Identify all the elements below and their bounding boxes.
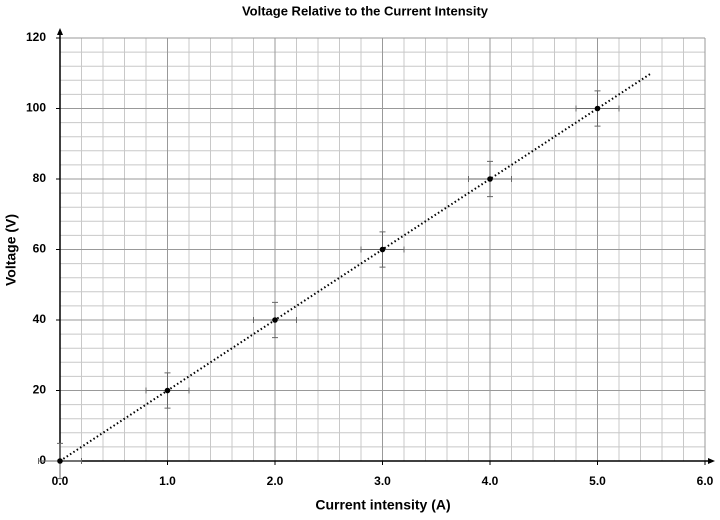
x-tick-label: 6.0 bbox=[697, 474, 714, 488]
grid: 0.0 1.0 2.0 3.0 4.0 5.0 6.0 0 20 40 60 80 100 120 bbox=[26, 28, 715, 488]
chart-title: Voltage Relative to the Current Intensit… bbox=[242, 3, 489, 18]
x-tick-label: 5.0 bbox=[589, 474, 606, 488]
y-tick-label: 80 bbox=[33, 171, 47, 185]
axis-arrow bbox=[708, 458, 715, 464]
data-point bbox=[594, 105, 601, 112]
trendline bbox=[59, 72, 652, 462]
x-tick-label: 3.0 bbox=[374, 474, 391, 488]
axis-arrow bbox=[57, 28, 63, 35]
plot bbox=[38, 72, 652, 480]
data-point bbox=[272, 317, 278, 323]
data-point bbox=[164, 387, 171, 394]
x-tick-label: 1.0 bbox=[159, 474, 176, 488]
data-point bbox=[57, 458, 63, 464]
y-tick-label: 100 bbox=[26, 101, 46, 115]
x-tick-label: 0.0 bbox=[52, 474, 69, 488]
y-tick-label: 120 bbox=[26, 30, 46, 44]
y-tick-label: 40 bbox=[33, 312, 47, 326]
x-axis-label: Current intensity (A) bbox=[315, 497, 450, 513]
y-tick-label: 20 bbox=[33, 383, 47, 397]
y-tick-label: 60 bbox=[33, 242, 47, 256]
data-point bbox=[379, 246, 386, 253]
y-axis-label: Voltage (V) bbox=[3, 214, 19, 286]
data-point bbox=[487, 176, 493, 182]
x-tick-label: 2.0 bbox=[267, 474, 284, 488]
y-tick-label: 0 bbox=[39, 453, 46, 467]
x-tick-label: 4.0 bbox=[482, 474, 499, 488]
